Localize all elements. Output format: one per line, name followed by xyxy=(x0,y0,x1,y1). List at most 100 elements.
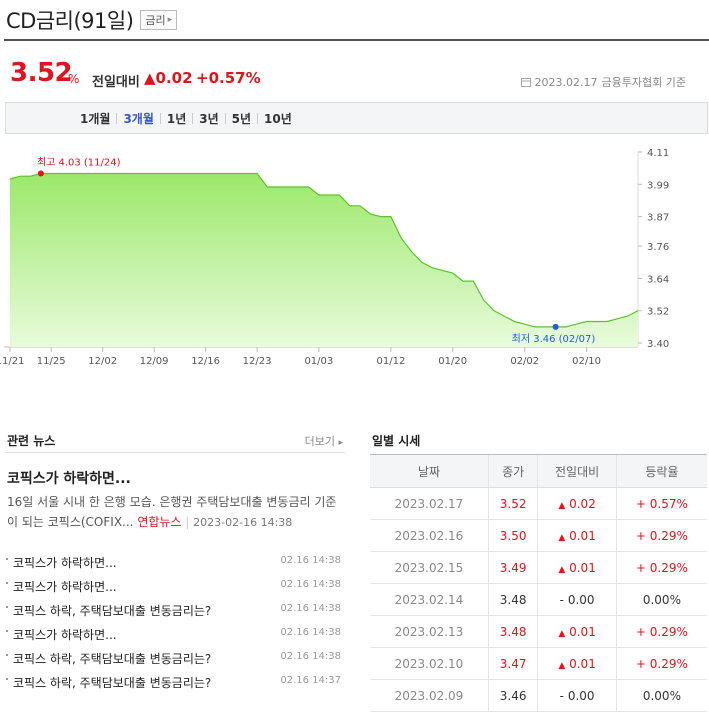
y-tick-label: 4.11 xyxy=(647,148,669,159)
lead-news-body[interactable]: 16일 서울 시내 한 은행 모습. 은행권 주택담보대출 변동금리 기준이 되… xyxy=(7,495,337,529)
row-change-value: 0.01 xyxy=(569,528,596,543)
row-date: 2023.02.10 xyxy=(370,647,489,680)
current-price: 3.52 xyxy=(10,58,73,88)
price-unit: % xyxy=(68,72,80,86)
row-change-value: 0.00 xyxy=(567,688,595,703)
bullet-icon xyxy=(6,678,8,680)
row-date: 2023.02.14 xyxy=(370,583,489,616)
table-row: 2023.02.14 3.48 - 0.00 0.00% xyxy=(370,583,707,616)
quote-summary: 3.52 % 전일대비 ▲0.02 +0.57% 2023.02.17 금융투자… xyxy=(10,58,700,94)
change-value: ▲0.02 xyxy=(144,69,193,87)
lead-news-title[interactable]: 코픽스가 하락하면... xyxy=(7,471,131,487)
range-tab-1[interactable]: 3개월 xyxy=(123,111,154,126)
x-tick-label: 01/20 xyxy=(438,356,467,367)
row-date: 2023.02.13 xyxy=(370,615,489,648)
up-triangle-icon: ▲ xyxy=(558,564,566,575)
change-percent: +0.57% xyxy=(196,69,261,87)
row-change-value: 0.00 xyxy=(567,592,595,607)
news-item[interactable]: 코픽스 하락, 주택담보대출 변동금리는? 02.16 14:38 xyxy=(5,602,345,626)
row-close: 3.48 xyxy=(487,583,538,616)
category-tag-button[interactable]: 금리 ▸ xyxy=(140,10,178,30)
table-row: 2023.02.15 3.49 ▲ 0.01 + 0.29% xyxy=(370,551,707,584)
category-tag-label: 금리 xyxy=(145,14,166,27)
row-change-value: 0.01 xyxy=(569,656,596,671)
row-change-value: 0.01 xyxy=(569,560,596,575)
row-close: 3.50 xyxy=(487,519,538,552)
calendar-icon xyxy=(520,78,531,87)
column-header-1: 종가 xyxy=(487,454,538,488)
news-more-link[interactable]: 더보기 ▸ xyxy=(305,433,343,449)
change-value-text: 0.02 xyxy=(155,69,193,87)
chevron-right-icon: ▸ xyxy=(338,438,343,448)
range-tab-5[interactable]: 10년 xyxy=(264,111,292,126)
row-rate: 0.00% xyxy=(615,583,707,616)
row-change: ▲ 0.01 xyxy=(537,647,617,680)
range-tab-4[interactable]: 5년 xyxy=(231,111,252,126)
bullet-icon xyxy=(6,654,8,656)
area-fill xyxy=(10,173,638,347)
row-rate: + 0.29% xyxy=(615,551,707,584)
news-item[interactable]: 코픽스 하락, 주택담보대출 변동금리는? 02.16 14:38 xyxy=(5,650,345,674)
row-rate: 0.00% xyxy=(615,679,707,712)
row-date: 2023.02.09 xyxy=(370,679,489,712)
range-separator xyxy=(159,112,161,124)
change-label: 전일대비 xyxy=(92,75,140,90)
news-item-date: 02.16 14:38 xyxy=(280,555,341,566)
column-header-2: 전일대비 xyxy=(537,454,617,488)
news-item[interactable]: 코픽스가 하락하면... 02.16 14:38 xyxy=(5,554,345,578)
row-close: 3.52 xyxy=(487,487,538,520)
news-item[interactable]: 코픽스가 하락하면... 02.16 14:38 xyxy=(5,578,345,602)
x-tick-label: 12/09 xyxy=(140,356,169,367)
row-date: 2023.02.17 xyxy=(370,487,489,520)
chevron-right-icon: ▸ xyxy=(167,15,173,25)
news-item-date: 02.16 14:38 xyxy=(280,627,341,638)
dash-icon: - xyxy=(559,688,564,703)
lead-news-text: 16일 서울 시내 한 은행 모습. 은행권 주택담보대출 변동금리 기준이 되… xyxy=(7,495,337,529)
bullet-icon xyxy=(6,630,8,632)
y-tick-label: 3.40 xyxy=(647,339,669,350)
range-separator xyxy=(192,112,194,124)
y-tick-label: 3.76 xyxy=(647,242,669,253)
range-separator xyxy=(224,112,226,124)
table-row: 2023.02.09 3.46 - 0.00 0.00% xyxy=(370,679,707,712)
news-item[interactable]: 코픽스가 하락하면... 02.16 14:38 xyxy=(5,626,345,650)
column-header-0: 날짜 xyxy=(370,454,489,488)
up-triangle-icon: ▲ xyxy=(558,532,566,543)
news-more-label: 더보기 xyxy=(304,435,335,448)
dash-icon: - xyxy=(559,592,564,607)
related-news: 관련 뉴스 더보기 ▸ 코픽스가 하락하면... 16일 서울 시내 한 은행 … xyxy=(5,428,345,690)
bullet-icon xyxy=(6,582,8,584)
as-of-source: 금융투자협회 기준 xyxy=(601,76,686,89)
range-separator xyxy=(116,112,118,124)
up-triangle-icon: ▲ xyxy=(558,500,566,511)
table-row: 2023.02.13 3.48 ▲ 0.01 + 0.29% xyxy=(370,615,707,648)
row-date: 2023.02.16 xyxy=(370,519,489,552)
news-item-date: 02.16 14:37 xyxy=(280,675,341,686)
range-tab-2[interactable]: 1년 xyxy=(166,111,187,126)
row-change: ▲ 0.01 xyxy=(537,519,617,552)
x-tick-label: 02/10 xyxy=(572,356,601,367)
news-heading: 관련 뉴스 xyxy=(7,434,56,448)
row-change: ▲ 0.01 xyxy=(537,615,617,648)
row-date: 2023.02.15 xyxy=(370,551,489,584)
range-tab-0[interactable]: 1개월 xyxy=(80,111,111,126)
range-separator xyxy=(257,112,259,124)
low-label: 최저 3.46 (02/07) xyxy=(512,333,596,345)
row-close: 3.46 xyxy=(487,679,538,712)
table-row: 2023.02.10 3.47 ▲ 0.01 + 0.29% xyxy=(370,647,707,680)
row-rate: + 0.29% xyxy=(615,647,707,680)
range-tab-3[interactable]: 3년 xyxy=(199,111,219,126)
news-item-date: 02.16 14:38 xyxy=(280,603,341,614)
row-close: 3.47 xyxy=(487,647,538,680)
row-change-value: 0.02 xyxy=(569,496,596,511)
table-row: 2023.02.16 3.50 ▲ 0.01 + 0.29% xyxy=(370,519,707,552)
row-change: ▲ 0.02 xyxy=(537,487,617,520)
column-header-3: 등락율 xyxy=(615,454,707,488)
y-tick-label: 3.99 xyxy=(647,180,669,191)
title-divider xyxy=(4,39,709,41)
up-triangle-icon: ▲ xyxy=(558,660,566,671)
bullet-icon xyxy=(6,558,8,560)
x-tick-label: 02/02 xyxy=(510,356,539,367)
news-item-title: 코픽스가 하락하면... xyxy=(13,556,117,570)
news-item[interactable]: 코픽스 하락, 주택담보대출 변동금리는? 02.16 14:37 xyxy=(5,674,345,698)
